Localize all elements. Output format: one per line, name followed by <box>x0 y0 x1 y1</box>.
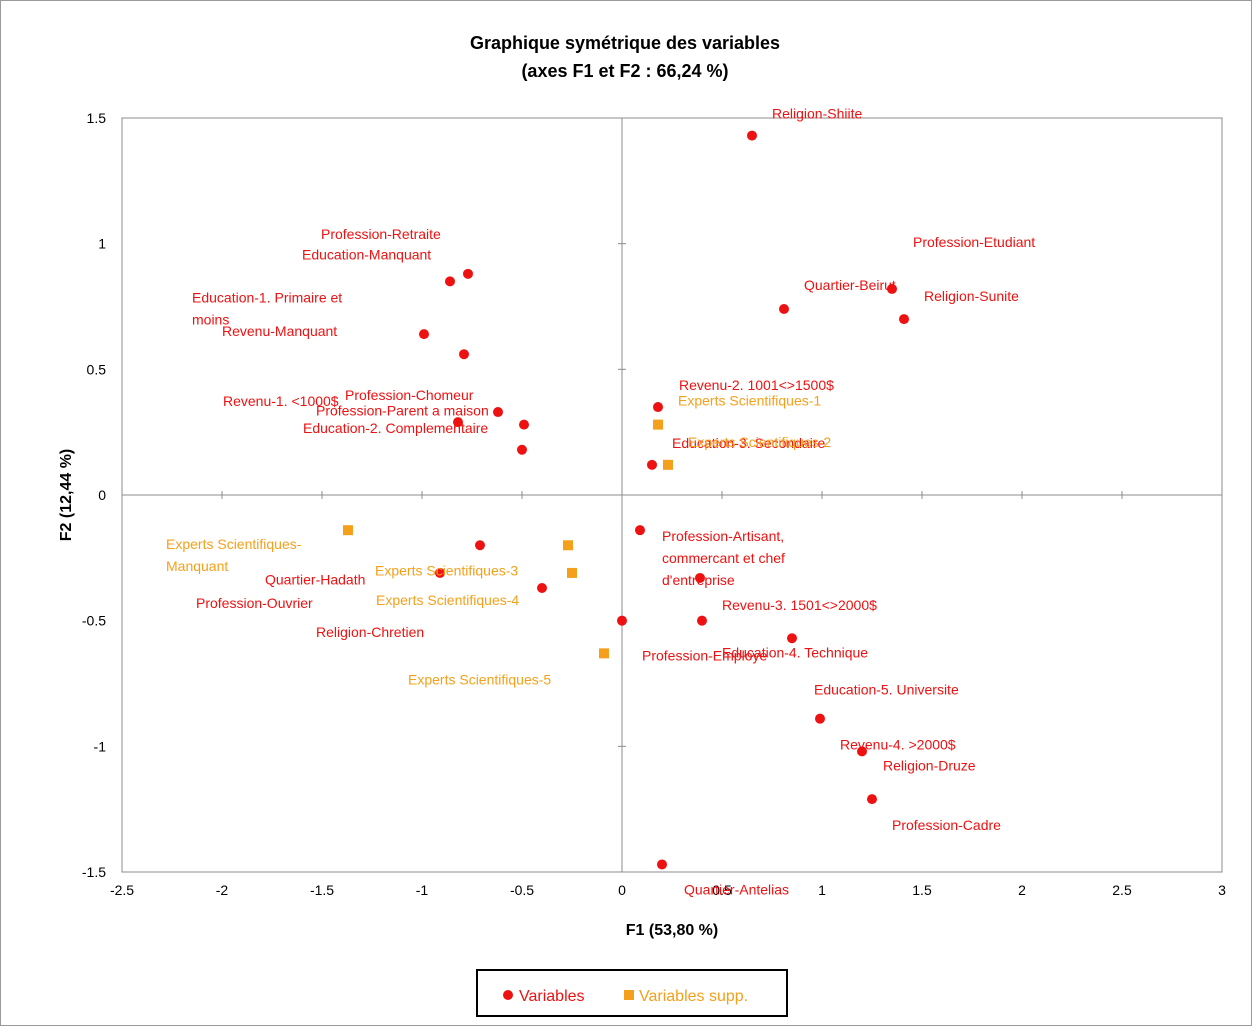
point-marker <box>635 525 645 536</box>
point-marker <box>463 268 473 279</box>
y-tick-label: 0 <box>98 487 106 503</box>
point-marker-supp <box>653 419 663 430</box>
legend-marker-variables <box>503 990 513 1000</box>
point-marker <box>815 713 825 724</box>
x-tick-label: -2 <box>216 882 229 898</box>
point-label: Education-Manquant <box>302 246 431 262</box>
point-label: Religion-Chretien <box>316 624 424 640</box>
point-label: Profession-Artisant, commercant et chef d'… <box>662 528 785 588</box>
y-axis-title: F2 (12,44 %) <box>58 449 75 541</box>
point-marker <box>493 407 503 418</box>
point-label: Experts Scientifiques-4 <box>376 592 519 608</box>
point-label: Revenu-4. >2000$ <box>840 737 956 753</box>
point-label: Education-3. Secondaire <box>672 435 826 451</box>
point-marker <box>653 402 663 413</box>
x-axis-title: F1 (53,80 %) <box>626 922 718 939</box>
chart-title: Graphique symétrique des variables <box>470 33 780 53</box>
point-marker <box>475 540 485 551</box>
point-label: Quartier-Antelias <box>684 881 789 897</box>
point-marker <box>779 304 789 315</box>
point-marker <box>445 276 455 287</box>
chart-subtitle: (axes F1 et F2 : 66,24 %) <box>521 61 728 81</box>
point-marker-supp <box>567 567 577 578</box>
tick-labels: -2.5 -2 -1.5 -1 -0.5 0 0.5 1 1.5 2 2.5 3 -1.5 -1 -0.5 0… <box>82 110 1226 898</box>
point-label: Education-4. Technique <box>722 645 868 661</box>
point-marker <box>517 444 527 455</box>
point-marker <box>657 859 667 870</box>
point-marker <box>519 419 529 430</box>
point-label: Religion-Shiite <box>772 106 862 122</box>
point-labels: Religion-Shiite Profession-Retraite Educat… <box>166 106 1035 898</box>
y-tick-label: 1 <box>98 236 106 252</box>
x-tick-label: 1 <box>818 882 826 898</box>
point-label: Education-1. Primaire et moins <box>192 289 342 327</box>
point-marker-supp <box>663 459 673 470</box>
y-tick-label: -1 <box>94 738 107 754</box>
point-label: Profession-Retraite <box>321 226 441 242</box>
x-tick-label: -2.5 <box>110 882 134 898</box>
point-label: Religion-Druze <box>883 757 976 773</box>
point-label: Religion-Sunite <box>924 288 1019 304</box>
point-marker <box>419 329 429 340</box>
point-marker-supp <box>343 525 353 536</box>
point-label: Profession-Etudiant <box>913 234 1035 250</box>
point-label: Revenu-2. 1001<>1500$ <box>679 377 834 393</box>
point-marker-supp <box>563 540 573 551</box>
y-tick-label: 0.5 <box>87 361 107 377</box>
point-marker <box>617 615 627 626</box>
x-tick-label: 3 <box>1218 882 1226 898</box>
point-marker <box>887 283 897 294</box>
point-label: Revenu-1. <1000$ <box>223 393 339 409</box>
point-label: Profession-Cadre <box>892 817 1001 833</box>
x-tick-label: -1.5 <box>310 882 334 898</box>
point-label: Profession-Chomeur <box>345 387 474 403</box>
data-points <box>343 130 909 870</box>
y-tick-label: 1.5 <box>87 110 107 126</box>
point-marker <box>459 349 469 360</box>
x-tick-label: 2.5 <box>1112 882 1132 898</box>
point-marker <box>899 314 909 325</box>
point-label: Quartier-Hadath <box>265 571 365 587</box>
point-marker <box>697 615 707 626</box>
point-label: Experts Scientifiques-Manquant <box>166 536 302 574</box>
legend-label-variables: Variables <box>519 988 585 1005</box>
x-tick-label: 2 <box>1018 882 1026 898</box>
point-label: Experts Scientifiques-1 <box>678 393 821 409</box>
point-marker-supp <box>599 648 609 659</box>
axes <box>121 117 1223 873</box>
point-label: Education-5. Universite <box>814 681 959 697</box>
legend: Variables Variables supp. <box>476 969 788 1017</box>
point-marker <box>857 746 867 757</box>
x-tick-label: 1.5 <box>912 882 932 898</box>
point-label: Profession-Ouvrier <box>196 595 313 611</box>
point-label: Experts Scientifiques-2 <box>688 434 831 450</box>
point-label: Experts Scientifiques-3 <box>375 562 518 578</box>
point-marker <box>695 572 705 583</box>
point-label: Profession-Employe <box>642 648 767 664</box>
point-label: Profession-Parent a maison <box>316 403 489 419</box>
point-marker <box>867 794 877 805</box>
point-marker <box>787 633 797 644</box>
x-tick-label: 0.5 <box>712 882 732 898</box>
point-label: Revenu-Manquant <box>222 323 337 339</box>
point-label: Education-2. Complementaire <box>303 420 488 436</box>
legend-marker-variables-supp <box>624 990 634 1000</box>
point-label: Experts Scientifiques-5 <box>408 671 551 687</box>
point-marker <box>747 130 757 141</box>
x-tick-label: -1 <box>416 882 429 898</box>
point-marker <box>537 582 547 593</box>
point-marker <box>435 567 445 578</box>
y-tick-label: -1.5 <box>82 864 106 880</box>
point-marker <box>453 417 463 428</box>
x-tick-label: -0.5 <box>510 882 534 898</box>
point-marker <box>647 459 657 470</box>
point-label: Quartier-Beirut <box>804 277 896 293</box>
y-tick-label: -0.5 <box>82 613 106 629</box>
point-label: Revenu-3. 1501<>2000$ <box>722 597 877 613</box>
legend-label-variables-supp: Variables supp. <box>639 988 748 1005</box>
x-tick-label: 0 <box>618 882 626 898</box>
